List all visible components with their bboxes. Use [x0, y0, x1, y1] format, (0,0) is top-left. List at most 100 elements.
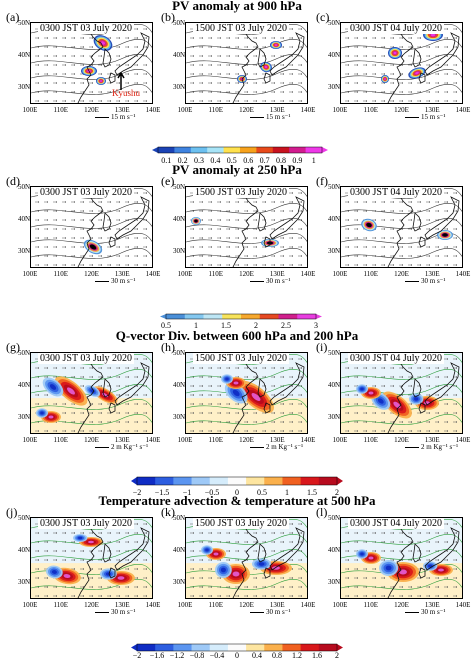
kyushu-annotation: Kyushu [112, 88, 141, 98]
wind-vector [244, 531, 249, 535]
wind-vector [345, 227, 350, 231]
wind-vector [253, 375, 258, 379]
colorbar-tick-label: −1.6 [149, 651, 165, 660]
coastline [77, 353, 104, 433]
wind-vector [271, 81, 276, 85]
colorbar-tick-label: −0.4 [209, 651, 225, 660]
wind-vector [280, 254, 285, 258]
wind-vector [253, 54, 258, 58]
wind-vector [253, 429, 258, 433]
wind-vector [116, 227, 121, 231]
wind-vector [71, 200, 76, 204]
wind-vector [116, 366, 121, 370]
map-panel [185, 352, 308, 434]
wind-vector [98, 549, 103, 553]
wind-vector [381, 384, 386, 388]
wind-vector [143, 402, 148, 406]
wind-vector [381, 245, 386, 249]
wind-vector [399, 254, 404, 258]
wind-vector [80, 81, 85, 85]
wind-vector [80, 263, 85, 267]
wind-vector [408, 236, 413, 240]
wind-vector [289, 81, 294, 85]
wind-vector [271, 429, 276, 433]
wind-vector [89, 200, 94, 204]
contour-line [31, 38, 152, 50]
wind-vector [444, 81, 449, 85]
wind-vector [253, 209, 258, 213]
wind-vector [390, 236, 395, 240]
lon-label: 110E [53, 106, 69, 114]
map-canvas [31, 187, 152, 267]
vector-scale: 30 m s⁻¹ [95, 608, 135, 616]
coastline [387, 518, 414, 598]
wind-vector [80, 36, 85, 40]
wind-vector [372, 81, 377, 85]
pv-feature-level [91, 245, 95, 249]
wind-vector [244, 90, 249, 94]
wind-vector [235, 245, 240, 249]
wind-vector [98, 375, 103, 379]
wind-vector [381, 411, 386, 415]
panel-label: (d) [6, 174, 20, 188]
cold-feature-level [258, 562, 265, 566]
wind-vector [354, 99, 359, 103]
pv-feature [437, 230, 453, 240]
wind-vector [435, 200, 440, 204]
wind-vector [190, 531, 195, 535]
wind-vector [217, 402, 222, 406]
wind-vector [354, 218, 359, 222]
wind-vector [134, 585, 139, 589]
wind-vector [190, 558, 195, 562]
lon-label: 100E [22, 436, 38, 444]
wind-vector [35, 429, 40, 433]
colorbar-swatch [155, 477, 174, 485]
wind-vector [116, 54, 121, 58]
pv-feature-level [274, 44, 278, 46]
wind-vector [53, 366, 58, 370]
colorbar-tick-label: 0.5 [257, 488, 267, 497]
wind-vector [35, 402, 40, 406]
colorbar-tick-label: 1 [194, 321, 198, 330]
wind-vector [235, 366, 240, 370]
wind-vector [289, 45, 294, 49]
wind-vector [289, 585, 294, 589]
colorbar-tick-label: 1.5 [221, 321, 231, 330]
wind-vector [399, 200, 404, 204]
wind-vector [208, 200, 213, 204]
wind-vector [53, 99, 58, 103]
wind-vector [354, 200, 359, 204]
lat-label: 30N [328, 247, 341, 255]
wind-vector [199, 366, 204, 370]
coastline [232, 353, 259, 433]
wind-vector [62, 263, 67, 267]
wind-vector [444, 522, 449, 526]
wind-vector [244, 420, 249, 424]
wind-vector [354, 411, 359, 415]
wind-vector [98, 411, 103, 415]
wind-vector [235, 45, 240, 49]
wind-vector [62, 594, 67, 598]
warm-feature-level [251, 393, 261, 401]
vector-scale-text: 15 m s⁻¹ [421, 113, 446, 121]
pv-feature [83, 239, 103, 255]
wind-vector [116, 209, 121, 213]
wind-vector [199, 402, 204, 406]
wind-vector [125, 531, 130, 535]
wind-vector [217, 236, 222, 240]
wind-vector [71, 99, 76, 103]
wind-vector [235, 54, 240, 58]
wind-vector [381, 585, 386, 589]
wind-vector [44, 209, 49, 213]
lat-label: 40N [173, 215, 186, 223]
korea-coast [412, 543, 422, 563]
wind-vector [134, 393, 139, 397]
wind-vector [80, 63, 85, 67]
wind-vector [125, 236, 130, 240]
wind-vector [53, 63, 58, 67]
lon-label: 140E [455, 106, 471, 114]
wind-vector [345, 402, 350, 406]
wind-vector [289, 36, 294, 40]
wind-vector [199, 72, 204, 76]
wind-vector [345, 72, 350, 76]
